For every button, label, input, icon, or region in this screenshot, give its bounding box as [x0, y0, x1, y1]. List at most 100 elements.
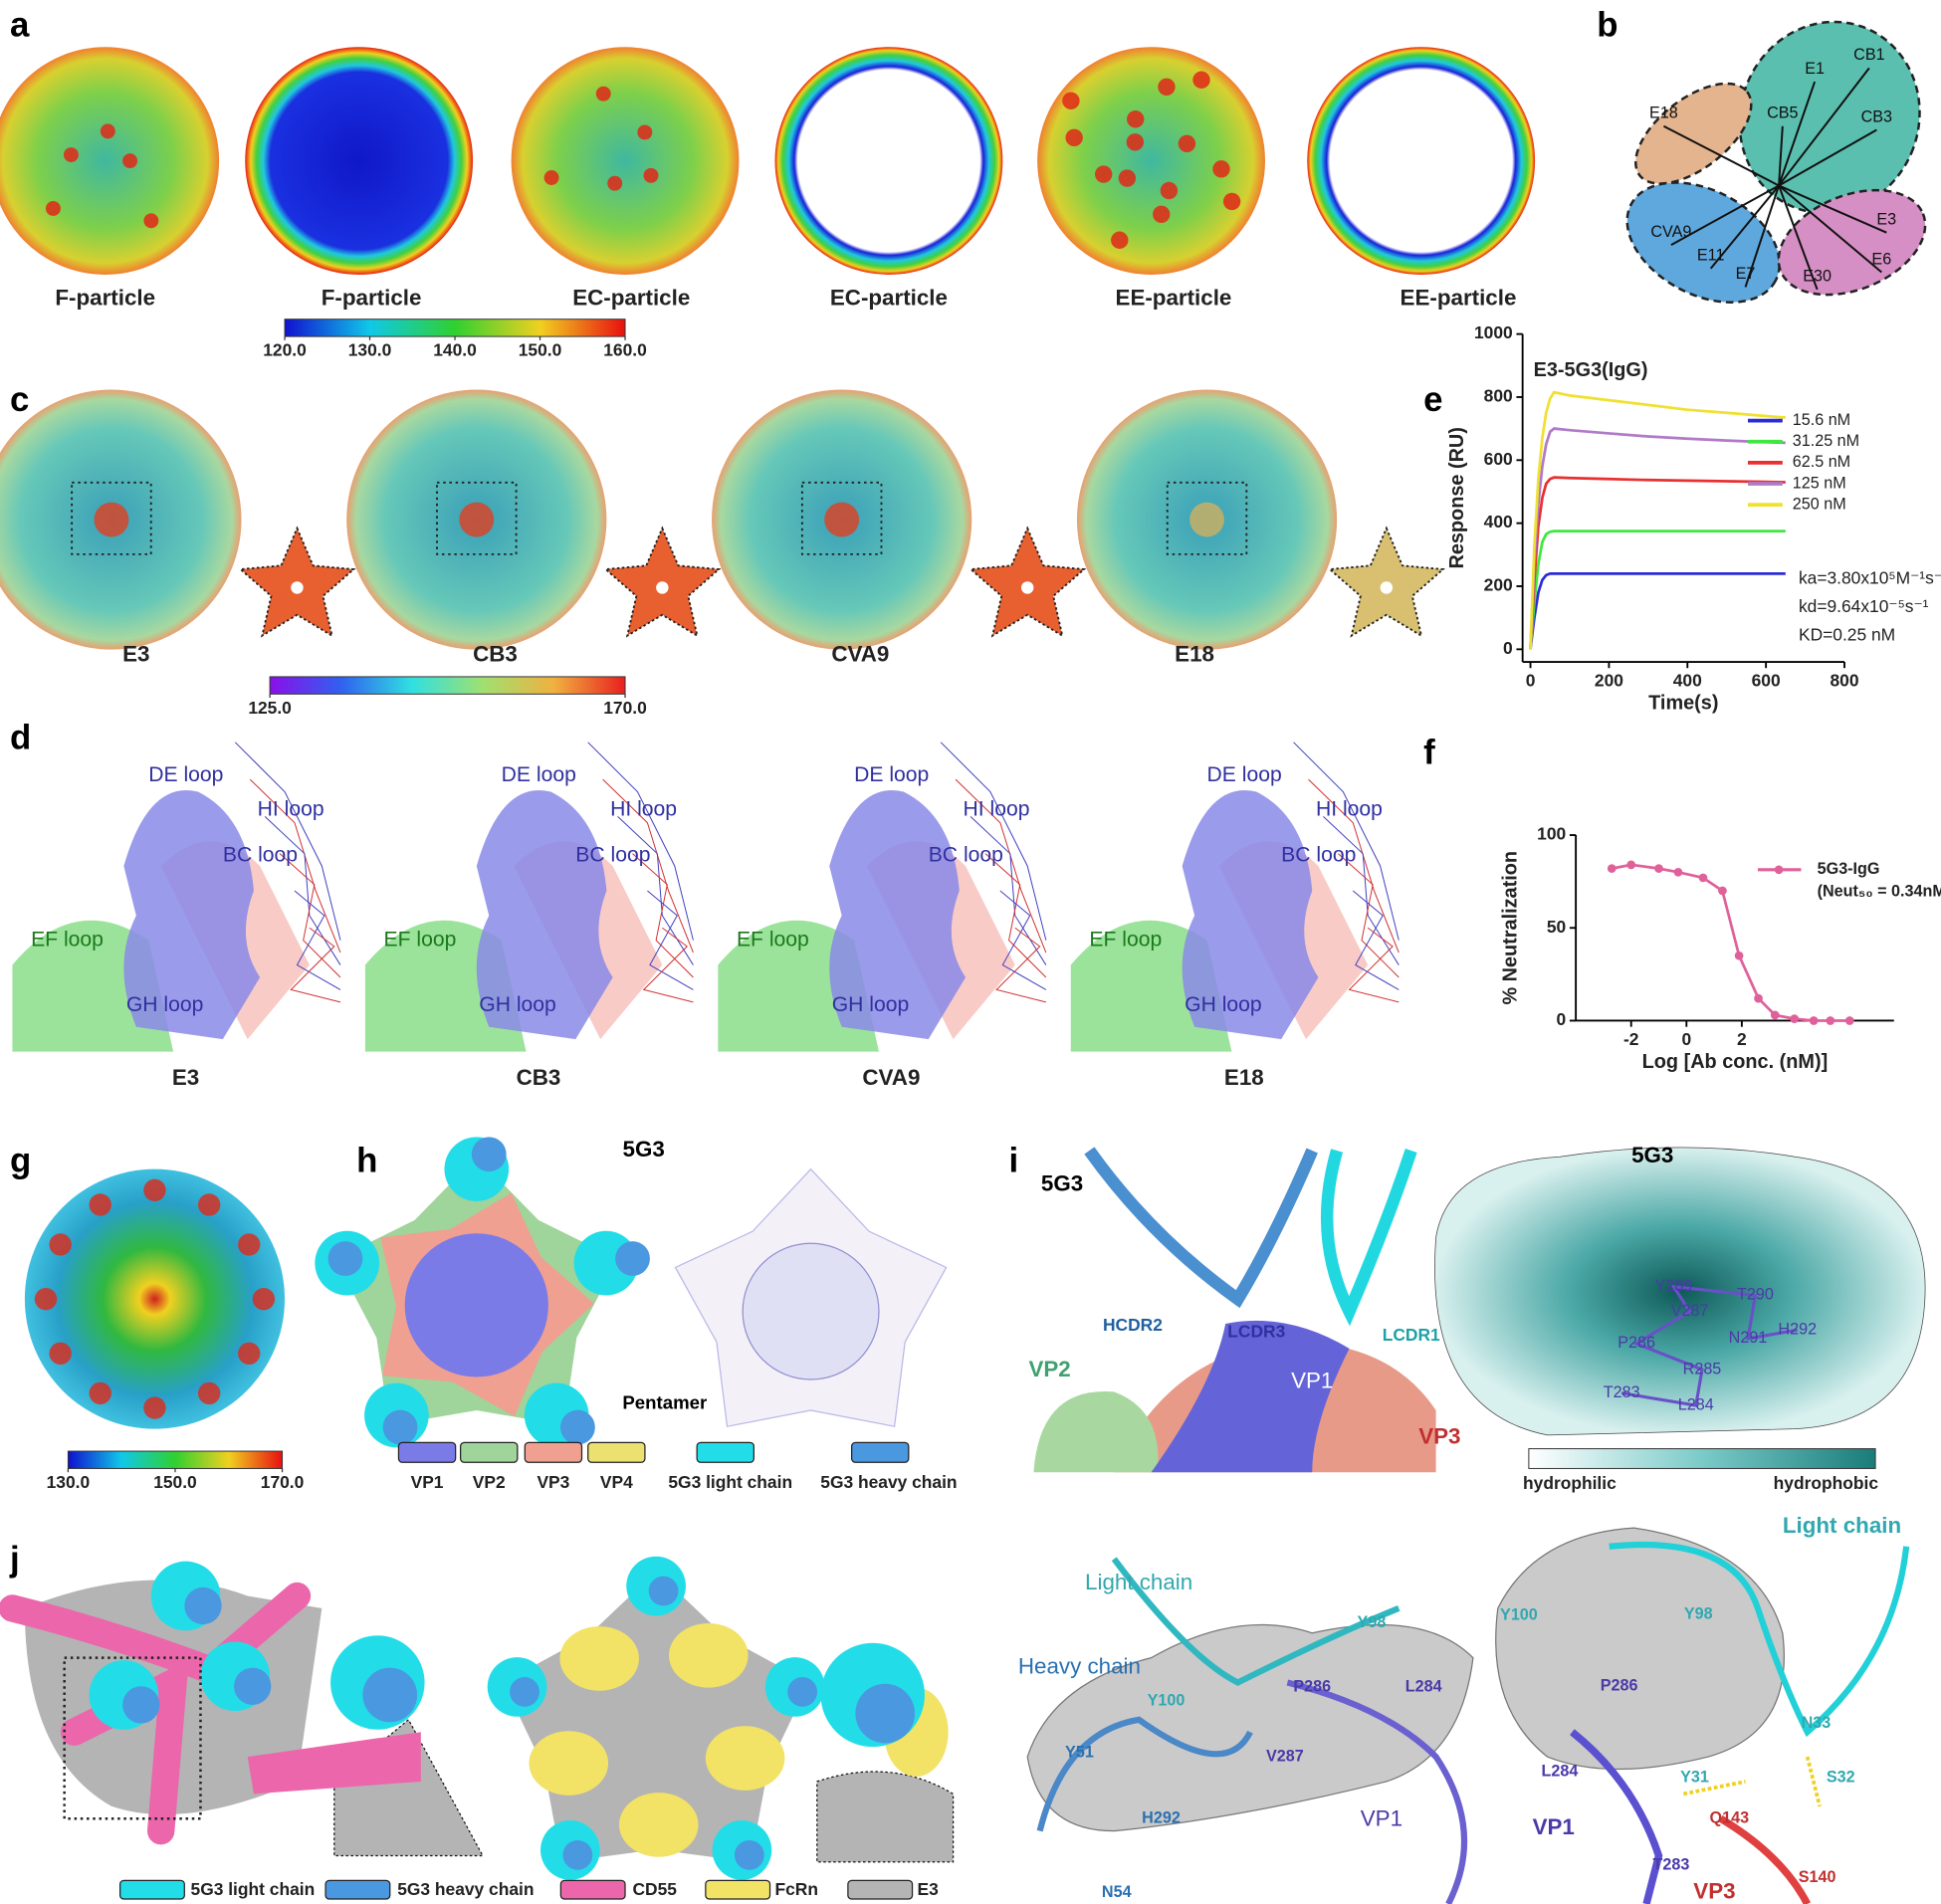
center-density — [459, 502, 495, 537]
series-line — [1529, 390, 1786, 650]
residue-label: H292 — [1778, 1321, 1817, 1339]
legend-label: VP4 — [600, 1472, 633, 1492]
legend-label: VP1 — [411, 1472, 444, 1492]
caption: EE-particle — [1401, 286, 1517, 311]
loop-label: HI loop — [610, 798, 677, 821]
density-spot — [1178, 134, 1196, 153]
particle-map — [1037, 47, 1265, 275]
cd55 — [247, 1732, 421, 1795]
density-spot — [607, 175, 623, 191]
backbone — [999, 890, 1047, 990]
colorbar — [284, 318, 626, 337]
structure-label: V287 — [1266, 1747, 1304, 1765]
light-chain-ribbon — [1111, 1557, 1401, 1686]
structure-label: N33 — [1802, 1714, 1832, 1732]
data-point — [1626, 860, 1636, 870]
x-tick-label: 0 — [1526, 670, 1536, 690]
backbone — [290, 927, 341, 1003]
panel-label: h — [356, 1142, 377, 1180]
center-density — [824, 502, 860, 537]
caption: CVA9 — [831, 642, 889, 667]
density-spot — [1127, 110, 1145, 128]
backbone — [294, 890, 341, 990]
branch — [1778, 67, 1870, 187]
density-spot — [1160, 181, 1179, 200]
legend-marker — [1774, 865, 1784, 875]
legend-swatch — [847, 1879, 914, 1900]
residue-label: R285 — [1683, 1360, 1722, 1377]
colorbar-label: 170.0 — [261, 1472, 305, 1492]
pore — [1020, 581, 1034, 594]
fab-surface — [327, 1241, 363, 1276]
structure-label: P286 — [1601, 1676, 1638, 1694]
density-spot — [100, 123, 115, 139]
x-tick-label: 600 — [1752, 670, 1781, 690]
legend-label: 125 nM — [1793, 474, 1846, 492]
fab-surface — [734, 1839, 764, 1870]
fab-surface — [510, 1676, 539, 1707]
backbone — [647, 890, 694, 990]
density-spot — [122, 153, 138, 169]
epitope-stick — [1620, 1284, 1799, 1407]
density-spot — [643, 167, 659, 183]
branch — [1744, 185, 1781, 288]
fab-surface — [615, 1241, 650, 1276]
panel-label: g — [10, 1142, 31, 1180]
structure-label: VP1 — [1361, 1805, 1402, 1830]
loop-label: BC loop — [929, 844, 1003, 867]
legend-label: 5G3 heavy chain — [820, 1472, 957, 1492]
loop-label: EF loop — [31, 928, 104, 951]
colorbar-label: 130.0 — [348, 340, 392, 360]
structure-label: T283 — [1652, 1856, 1689, 1874]
y-tick-label: 200 — [1484, 575, 1513, 595]
annotation: kd=9.64x10⁻⁵s⁻¹ — [1799, 596, 1929, 616]
density-spot — [1126, 133, 1145, 151]
density-spot — [1062, 92, 1080, 109]
structure-label: L284 — [1405, 1678, 1442, 1696]
legend-swatch — [324, 1879, 391, 1900]
caption: E18 — [1175, 642, 1214, 667]
density-spot — [637, 124, 653, 140]
vp1-surface — [1151, 1320, 1350, 1473]
colorbar-label: 150.0 — [153, 1472, 197, 1492]
structure-label: Light chain — [1085, 1570, 1192, 1594]
x-axis-label: Time(s) — [1648, 693, 1718, 715]
particle-map — [511, 47, 740, 275]
loop-label: EF loop — [737, 928, 809, 951]
legend-label: (Neut₅₀ = 0.34nM) — [1818, 882, 1941, 900]
colorbar-label: 170.0 — [603, 698, 647, 718]
density-spot — [143, 1178, 166, 1201]
legend-swatch — [705, 1879, 771, 1900]
antibody-ribbon — [1084, 1147, 1318, 1309]
data-point — [1718, 886, 1727, 896]
legend-swatch — [397, 1441, 457, 1463]
branch — [1670, 184, 1780, 246]
backbone — [970, 816, 1047, 965]
panel-label: i — [1009, 1142, 1019, 1180]
fab-surface — [562, 1839, 593, 1870]
caption: E3 — [172, 1065, 199, 1090]
density-spot — [89, 1381, 111, 1405]
structure-label: Y31 — [1680, 1768, 1709, 1786]
legend-label: 31.25 nM — [1793, 432, 1859, 450]
data-point — [1673, 867, 1683, 877]
legend-label: CD55 — [632, 1879, 677, 1899]
density-spot — [1153, 205, 1171, 224]
loop-label: GH loop — [832, 993, 910, 1016]
y-tick-label: 1000 — [1474, 322, 1513, 342]
density-spot — [143, 1396, 166, 1419]
structure-view: DE loop HI loop BC loop EF loop GH loop — [718, 741, 1047, 1052]
loop-label: HI loop — [964, 798, 1030, 821]
legend-label: VP3 — [537, 1472, 569, 1492]
pore — [291, 581, 304, 594]
x-tick-label: 200 — [1595, 670, 1623, 690]
scale-label: hydrophobic — [1774, 1473, 1879, 1493]
fab-surface — [234, 1667, 272, 1705]
fab-surface — [787, 1676, 818, 1707]
branch — [1778, 125, 1784, 186]
backbone — [940, 741, 1047, 941]
x-tick-label: 800 — [1830, 670, 1858, 690]
loop-label: DE loop — [148, 763, 223, 786]
legend-label: 5G3 light chain — [191, 1879, 316, 1899]
